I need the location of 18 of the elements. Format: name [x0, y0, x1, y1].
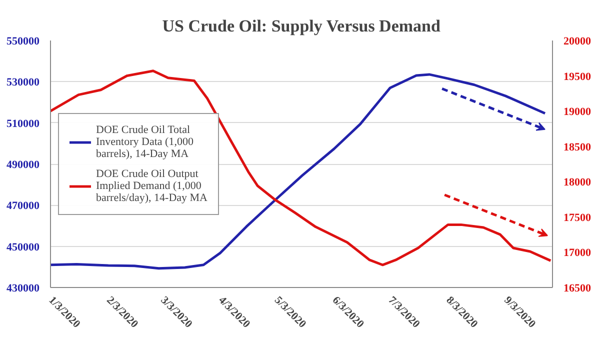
y-tick-label: 510000 [6, 118, 40, 130]
y-tick-label: 470000 [6, 200, 40, 212]
y2-tick-label: 20000 [564, 36, 592, 48]
y2-tick-label: 16500 [564, 282, 592, 294]
legend-label: DOE Crude Oil Output Implied Demand (1,000 barrels/day), 14-Day MA [96, 168, 208, 204]
y2-tick-label: 18500 [564, 141, 592, 154]
legend-label: DOE Crude Oil Total Inventory Data (1,000 barrels), 14-Day MA [96, 124, 194, 160]
y-tick-label: 550000 [6, 36, 40, 48]
y-tick-label: 530000 [6, 76, 40, 89]
y-tick-label: 490000 [6, 159, 40, 171]
y2-tick-label: 18000 [564, 176, 592, 189]
y2-tick-label: 19500 [564, 70, 592, 83]
y-tick-label: 430000 [6, 282, 40, 294]
chart-title: US Crude Oil: Supply Versus Demand [162, 16, 441, 36]
y2-tick-label: 19000 [564, 106, 592, 118]
y-tick-label: 450000 [6, 241, 40, 254]
y2-tick-label: 17500 [564, 212, 592, 224]
y2-tick-label: 17000 [564, 247, 592, 260]
